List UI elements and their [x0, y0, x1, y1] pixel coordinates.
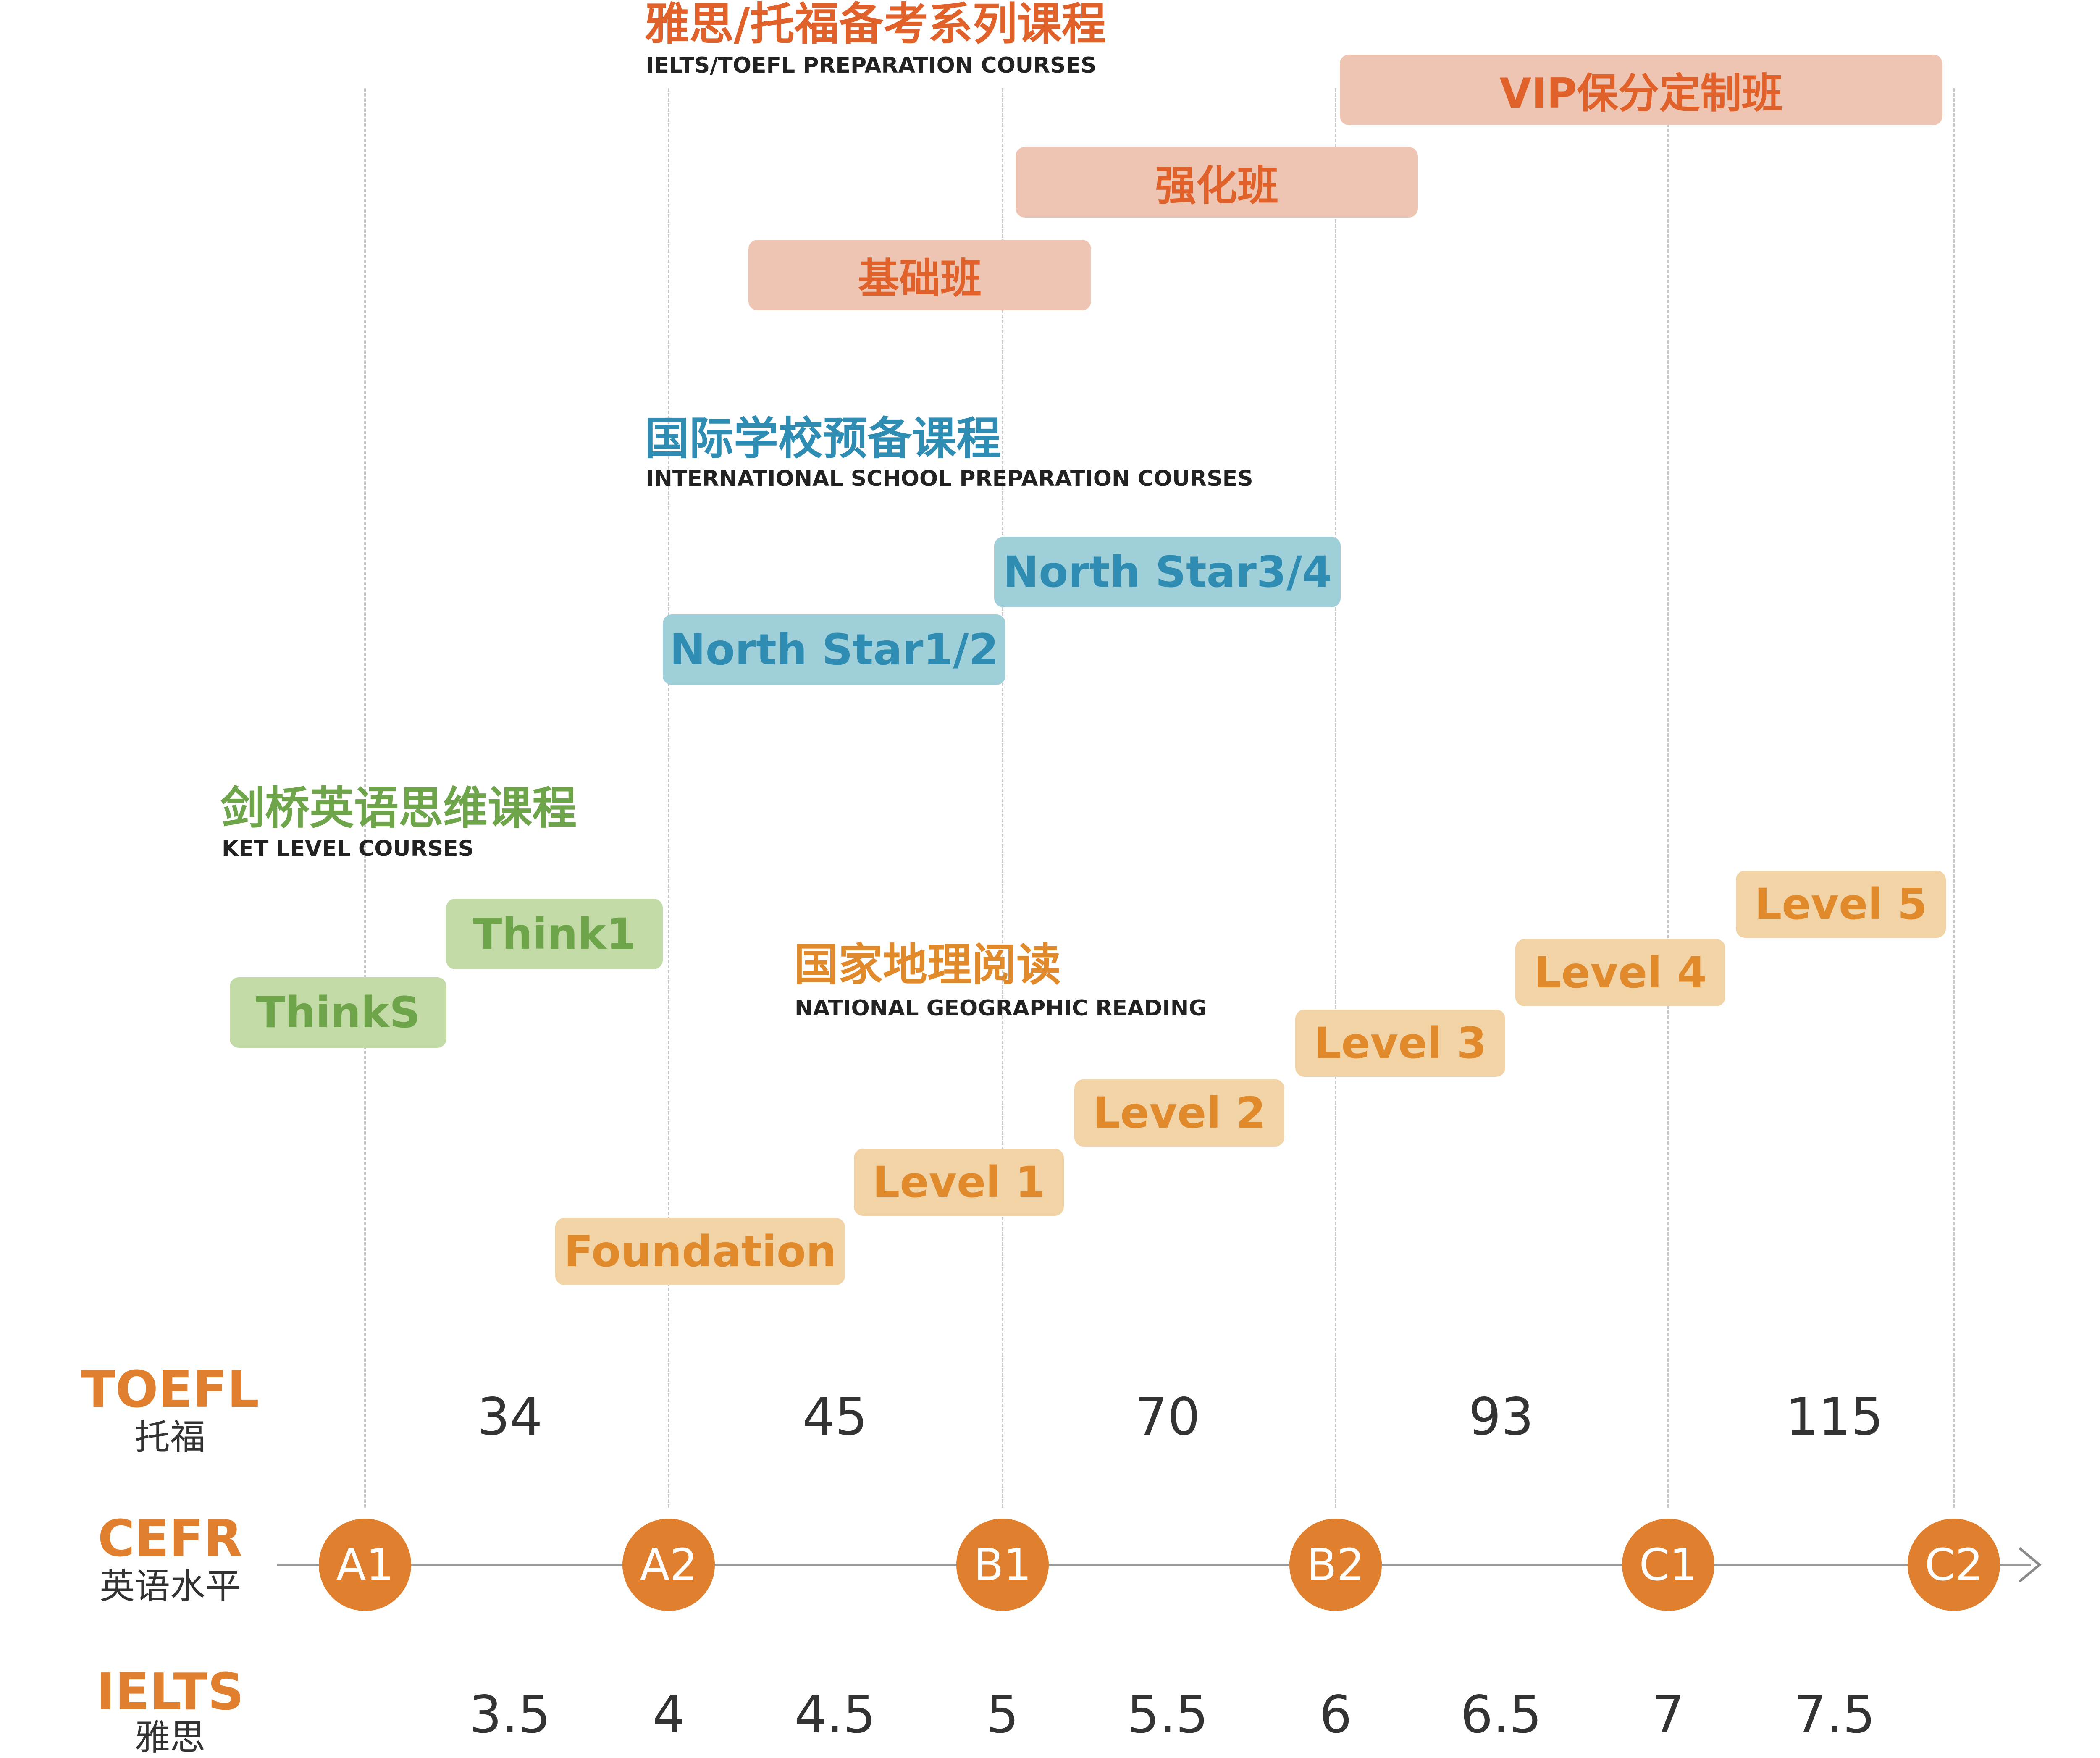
guide-line-c1 [1667, 88, 1669, 1508]
guide-line-a2 [668, 88, 669, 1508]
ket-section-subtitle: KET LEVEL COURSES [222, 836, 474, 861]
guide-line-b1 [1002, 88, 1003, 1508]
ielts-sublabel: 雅思 [134, 1717, 205, 1758]
ielts-value: 4 [652, 1685, 685, 1745]
guide-line-b2 [1335, 88, 1336, 1508]
ielts-value: 6.5 [1460, 1685, 1542, 1745]
course-level-1[interactable]: Level 1 [854, 1149, 1064, 1216]
course-vip-class[interactable]: VIP保分定制班 [1340, 55, 1942, 125]
course-level-2[interactable]: Level 2 [1074, 1079, 1284, 1147]
toefl-label: TOEFL [81, 1361, 260, 1419]
intl-section-subtitle: INTERNATIONAL SCHOOL PREPARATION COURSES [646, 466, 1253, 491]
cefr-node-b1: B1 [956, 1519, 1049, 1611]
exam-section-subtitle: IELTS/TOEFL PREPARATION COURSES [646, 53, 1097, 78]
cefr-axis-line [277, 1564, 2031, 1566]
course-level-5[interactable]: Level 5 [1736, 871, 1946, 938]
cefr-label: CEFR [97, 1510, 243, 1568]
ielts-value: 5 [986, 1685, 1019, 1745]
intl-section-title: 国际学校预备课程 [645, 413, 1001, 464]
cefr-node-c2: C2 [1908, 1519, 2000, 1611]
course-think1[interactable]: Think1 [446, 899, 663, 969]
guide-line-a1 [364, 88, 366, 1508]
course-foundation[interactable]: Foundation [555, 1218, 845, 1285]
course-north-star-1-2[interactable]: North Star1/2 [663, 614, 1005, 685]
ielts-value: 6 [1319, 1685, 1352, 1745]
ielts-value: 3.5 [469, 1685, 551, 1745]
course-level-3[interactable]: Level 3 [1295, 1010, 1505, 1077]
toefl-value: 93 [1468, 1387, 1534, 1447]
exam-section-title: 雅思/托福备考系列课程 [645, 0, 1106, 50]
course-thinks[interactable]: ThinkS [230, 977, 446, 1048]
ielts-value: 7 [1652, 1685, 1685, 1745]
cefr-node-a1: A1 [319, 1519, 411, 1611]
ket-section-title: 剑桥英语思维课程 [220, 782, 577, 834]
ielts-value: 4.5 [794, 1685, 876, 1745]
ielts-label: IELTS [96, 1663, 244, 1721]
cefr-sublabel: 英语水平 [99, 1566, 241, 1607]
course-intensive-class[interactable]: 强化班 [1016, 147, 1418, 218]
cefr-node-b2: B2 [1289, 1519, 1382, 1611]
toefl-value: 45 [802, 1387, 868, 1447]
ielts-value: 5.5 [1126, 1685, 1209, 1745]
ng-section-title: 国家地理阅读 [794, 939, 1061, 991]
toefl-value: 34 [477, 1387, 543, 1447]
ielts-value: 7.5 [1793, 1685, 1876, 1745]
toefl-value: 70 [1135, 1387, 1200, 1447]
course-foundation-class[interactable]: 基础班 [748, 240, 1091, 310]
axis-arrow-icon [2019, 1547, 2042, 1583]
course-level-4[interactable]: Level 4 [1515, 939, 1725, 1006]
toefl-value: 115 [1785, 1387, 1884, 1447]
ng-section-subtitle: NATIONAL GEOGRAPHIC READING [795, 996, 1207, 1021]
cefr-node-c1: C1 [1622, 1519, 1714, 1611]
guide-line-c2 [1953, 88, 1955, 1508]
course-north-star-3-4[interactable]: North Star3/4 [994, 537, 1341, 607]
cefr-node-a2: A2 [622, 1519, 715, 1611]
toefl-sublabel: 托福 [134, 1417, 205, 1458]
